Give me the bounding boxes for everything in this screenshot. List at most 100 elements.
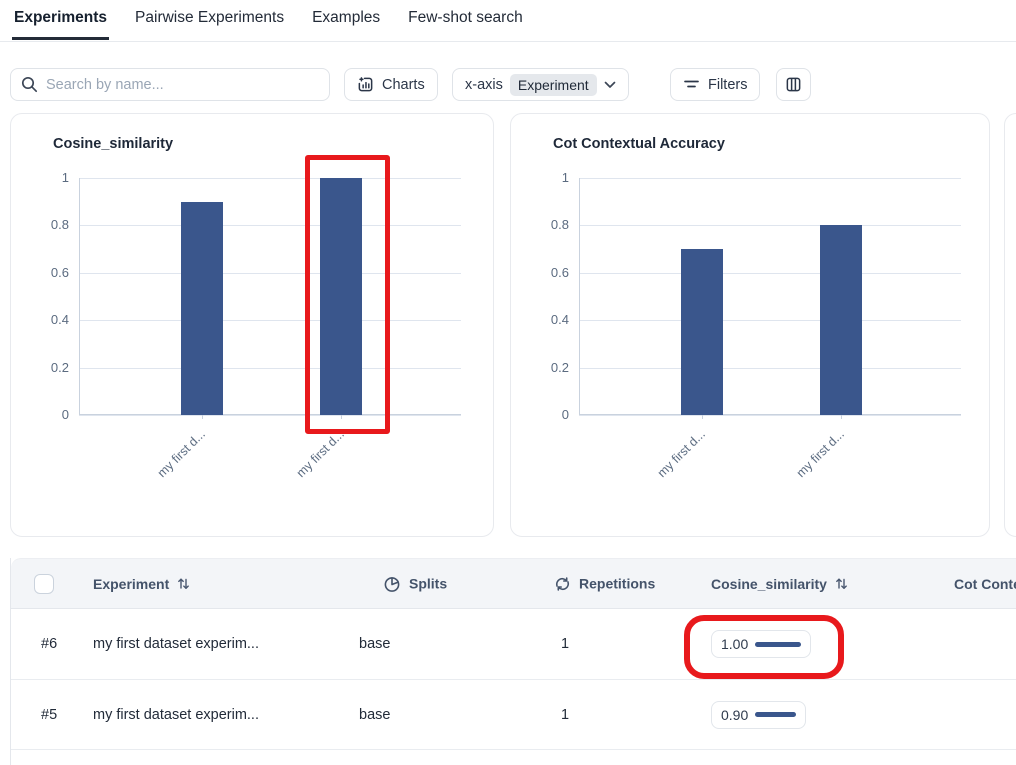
- y-axis-tick-label: 0.4: [550, 312, 569, 328]
- tab-examples[interactable]: Examples: [312, 9, 381, 26]
- chart-plot: [579, 178, 961, 419]
- y-axis-tick-label: 0: [561, 407, 569, 422]
- x-axis-category-label: my first d...: [654, 427, 708, 481]
- chart-title: Cosine_similarity: [53, 136, 174, 152]
- column-header-label: Cot Contextual Accuracy: [954, 575, 1016, 592]
- y-axis-tick-label: 1: [61, 170, 69, 185]
- select-all-checkbox[interactable]: [34, 573, 54, 594]
- score-pill: 1.00: [711, 630, 812, 658]
- y-axis-tick-label: 0.4: [50, 312, 69, 328]
- column-header-label: Experiment: [93, 575, 170, 592]
- gridline: [579, 320, 961, 322]
- column-header-splits: Splits: [383, 574, 447, 593]
- filters-button-label: Filters: [708, 76, 748, 93]
- columns-icon: [785, 76, 802, 93]
- x-axis-category-label: my first d...: [154, 427, 208, 481]
- repetitions-value: 1: [561, 706, 570, 723]
- y-axis-line: [79, 178, 80, 415]
- search-input[interactable]: [46, 76, 319, 93]
- column-header-experiment[interactable]: Experiment: [93, 576, 191, 592]
- x-axis-tick: [202, 415, 203, 419]
- chevron-down-icon: [604, 81, 616, 89]
- pie-chart-icon: [383, 574, 402, 593]
- y-axis-line: [579, 178, 580, 415]
- gridline: [79, 415, 461, 416]
- score-value: 1.00: [721, 636, 749, 652]
- chart-bar[interactable]: [181, 202, 223, 415]
- table-row[interactable]: #6 my first dataset experim... base 1 1.00: [11, 609, 1016, 680]
- score-pill: 0.90: [711, 700, 807, 729]
- repeat-icon: [553, 574, 572, 593]
- x-axis-selector[interactable]: x-axis Experiment: [452, 68, 629, 101]
- charts-button-label: Charts: [382, 76, 425, 93]
- chart-bar[interactable]: [681, 249, 723, 415]
- gridline: [79, 178, 461, 179]
- y-axis-tick-label: 0.6: [50, 264, 69, 280]
- charts-button[interactable]: Charts: [344, 68, 438, 101]
- chart-title: Cot Contextual Accuracy: [553, 136, 725, 152]
- gridline: [579, 367, 961, 369]
- cosine-similarity-cell: 1.00: [711, 630, 812, 658]
- y-axis-tick-label: 0.8: [50, 217, 69, 233]
- y-axis-tick-label: 0.2: [550, 359, 569, 375]
- x-axis-category-label: my first d...: [793, 427, 847, 481]
- table-row-partial: [11, 750, 1016, 763]
- column-header-label: Repetitions: [579, 575, 656, 592]
- experiments-table: Experiment Splits Repetitions Cosine_simila…: [10, 558, 1016, 765]
- gridline: [579, 225, 961, 227]
- x-axis-value-badge: Experiment: [509, 73, 597, 96]
- splits-value: base: [359, 706, 391, 723]
- x-axis-line: [79, 414, 461, 415]
- gridline: [579, 178, 961, 179]
- gridline: [79, 367, 461, 369]
- bar-chart-icon: [357, 76, 374, 93]
- gridline: [79, 225, 461, 227]
- chart-card-cosine-similarity: Cosine_similarity 0 0.2 0.4 0.6 0.8 1 my first…: [10, 113, 494, 537]
- y-axis-tick-label: 0.6: [550, 264, 569, 280]
- filter-icon: [683, 77, 700, 92]
- y-axis-tick-label: 0.8: [550, 217, 569, 233]
- x-axis-label: x-axis: [465, 76, 503, 93]
- gridline: [579, 272, 961, 274]
- sort-icon[interactable]: [834, 576, 849, 591]
- splits-value: base: [359, 636, 391, 652]
- column-header-label: Cosine_similarity: [711, 575, 827, 592]
- tab-bar: Experiments Pairwise Experiments Examples F…: [0, 0, 1016, 42]
- repetitions-value: 1: [561, 636, 570, 652]
- score-bar: [755, 712, 797, 717]
- experiment-name: my first dataset experim...: [93, 706, 259, 723]
- y-axis-tick-label: 1: [561, 170, 569, 185]
- x-axis-line: [579, 414, 961, 415]
- column-header-cosine_similarity[interactable]: Cosine_similarity: [711, 576, 849, 592]
- filters-button[interactable]: Filters: [670, 68, 761, 101]
- row-id: #6: [41, 636, 58, 652]
- row-id: #5: [41, 706, 58, 723]
- column-header-repetitions: Repetitions: [553, 574, 655, 593]
- gridline: [79, 320, 461, 322]
- cosine-similarity-cell: 0.90: [711, 700, 807, 729]
- tab-pairwise-experiments[interactable]: Pairwise Experiments: [135, 9, 285, 26]
- tab-experiments[interactable]: Experiments: [12, 0, 110, 40]
- y-axis-tick-label: 0.2: [50, 359, 69, 375]
- chart-plot: [79, 178, 461, 419]
- column-header-label: Splits: [409, 575, 448, 592]
- x-axis-tick: [841, 415, 842, 419]
- column-header-cot_contextual_accuracy: Cot Contextual Accuracy: [954, 576, 1016, 592]
- table-header-row: Experiment Splits Repetitions Cosine_simila…: [11, 558, 1016, 609]
- score-bar: [755, 641, 802, 647]
- chart-bar[interactable]: [820, 225, 862, 415]
- x-axis-tick: [341, 415, 342, 419]
- gridline: [79, 272, 461, 274]
- columns-button[interactable]: [776, 68, 811, 101]
- gridline: [579, 415, 961, 416]
- table-row[interactable]: #5 my first dataset experim... base 1 0.90: [11, 680, 1016, 750]
- chart-card-cot-contextual-accuracy: Cot Contextual Accuracy 0 0.2 0.4 0.6 0.8 1 my…: [510, 113, 990, 537]
- y-axis-tick-label: 0: [61, 407, 69, 422]
- tab-few-shot-search[interactable]: Few-shot search: [408, 9, 523, 26]
- score-value: 0.90: [721, 706, 749, 723]
- search-box[interactable]: [10, 68, 330, 101]
- experiment-name: my first dataset experim...: [93, 636, 259, 652]
- sort-icon[interactable]: [176, 576, 191, 591]
- chart-bar[interactable]: [320, 178, 362, 415]
- x-axis-category-label: my first d...: [293, 427, 347, 481]
